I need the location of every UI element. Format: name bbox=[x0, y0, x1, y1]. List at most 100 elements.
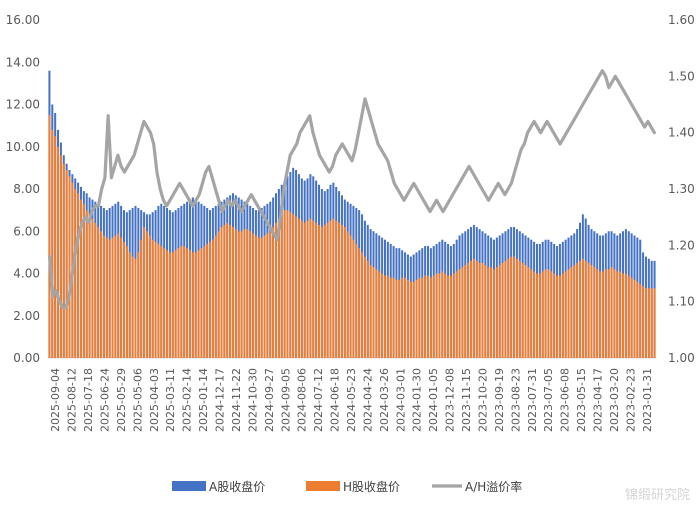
y-tick-label-right: 1.20 bbox=[668, 238, 695, 252]
bar-h bbox=[409, 281, 412, 358]
bar-h bbox=[535, 273, 538, 358]
bar-h bbox=[105, 237, 108, 358]
bar-h bbox=[429, 277, 432, 358]
bar-h bbox=[607, 269, 610, 358]
x-tick-label: 2023-02-23 bbox=[624, 368, 637, 432]
y-tick-label-right: 1.60 bbox=[668, 13, 695, 27]
series-h-bars bbox=[48, 115, 656, 358]
bar-h bbox=[134, 258, 137, 358]
bar-h bbox=[644, 288, 647, 358]
bar-h bbox=[140, 239, 143, 358]
bar-h bbox=[544, 269, 547, 358]
bar-h bbox=[194, 252, 197, 358]
watermark-text: 锦缎研究院 bbox=[624, 488, 690, 503]
bar-h bbox=[85, 210, 88, 358]
bar-h bbox=[277, 218, 280, 358]
y-tick-label-right: 1.30 bbox=[668, 182, 695, 196]
bar-h bbox=[231, 227, 234, 358]
bar-h bbox=[77, 193, 80, 358]
bar-h bbox=[211, 239, 214, 358]
bar-h bbox=[622, 273, 625, 358]
bar-h bbox=[283, 210, 286, 358]
bar-h bbox=[217, 231, 220, 358]
bar-h bbox=[547, 269, 550, 358]
bar-h bbox=[515, 258, 518, 358]
bar-h bbox=[168, 252, 171, 358]
bar-h bbox=[401, 277, 404, 358]
bar-h bbox=[243, 229, 246, 358]
bar-h bbox=[214, 235, 217, 358]
bar-h bbox=[361, 252, 364, 358]
bar-h bbox=[326, 222, 329, 358]
bar-h bbox=[624, 273, 627, 358]
bar-h bbox=[432, 275, 435, 358]
bar-h bbox=[478, 262, 481, 358]
x-tick-label: 2023-04-17 bbox=[591, 368, 604, 432]
bar-h bbox=[229, 224, 232, 358]
bar-h bbox=[363, 256, 366, 358]
bar-h bbox=[550, 271, 553, 358]
x-tick-label: 2023-05-15 bbox=[575, 368, 588, 432]
bar-h bbox=[504, 260, 507, 358]
bar-h bbox=[372, 267, 375, 358]
bar-h bbox=[303, 222, 306, 358]
legend-line-label: A/H溢价率 bbox=[465, 479, 522, 494]
bar-h bbox=[163, 248, 166, 358]
y-tick-label-right: 1.10 bbox=[668, 295, 695, 309]
bar-h bbox=[54, 136, 57, 358]
x-tick-label: 2023-06-08 bbox=[559, 368, 572, 432]
bar-h bbox=[252, 233, 255, 358]
x-tick-label: 2024-05-23 bbox=[345, 368, 358, 432]
x-tick-label: 2025-08-12 bbox=[66, 368, 79, 432]
bar-h bbox=[487, 267, 490, 358]
bar-h bbox=[561, 273, 564, 358]
bar-h bbox=[510, 256, 513, 358]
bar-h bbox=[452, 273, 455, 358]
bar-h bbox=[567, 269, 570, 358]
bar-h bbox=[438, 273, 441, 358]
bar-h bbox=[94, 222, 97, 358]
bar-h bbox=[154, 241, 157, 358]
y-tick-label-left: 14.00 bbox=[6, 55, 40, 69]
x-tick-label: 2023-03-20 bbox=[608, 368, 621, 432]
bar-h bbox=[246, 229, 249, 358]
bar-h bbox=[415, 279, 418, 358]
bar-h bbox=[501, 262, 504, 358]
x-tick-label: 2023-07-05 bbox=[542, 368, 555, 432]
bar-h bbox=[507, 258, 510, 358]
x-tick-label: 2025-03-11 bbox=[164, 368, 177, 432]
bar-h bbox=[647, 288, 650, 358]
bar-h bbox=[406, 279, 409, 358]
bar-h bbox=[495, 267, 498, 358]
y-tick-label-left: 0.00 bbox=[13, 351, 40, 365]
x-tick-label: 2024-07-12 bbox=[312, 368, 325, 432]
bar-h bbox=[332, 218, 335, 358]
bar-h bbox=[386, 275, 389, 358]
x-tick-label: 2024-12-17 bbox=[214, 368, 227, 432]
bar-h bbox=[111, 237, 114, 358]
x-tick-label: 2023-01-31 bbox=[641, 368, 654, 432]
x-tick-label: 2023-08-23 bbox=[509, 368, 522, 432]
y-tick-label-right: 1.00 bbox=[668, 351, 695, 365]
bar-h bbox=[421, 277, 424, 358]
x-tick-label: 2023-09-19 bbox=[493, 368, 506, 432]
x-tick-label: 2025-09-04 bbox=[49, 368, 62, 432]
bar-h bbox=[145, 231, 148, 358]
bar-h bbox=[254, 235, 257, 358]
bar-h bbox=[292, 214, 295, 358]
x-tick-label: 2025-02-14 bbox=[181, 368, 194, 432]
bar-h bbox=[521, 262, 524, 358]
bar-h bbox=[79, 199, 82, 358]
premium-line bbox=[48, 69, 656, 309]
bar-h bbox=[300, 220, 303, 358]
bar-h bbox=[398, 279, 401, 358]
x-tick-label: 2024-09-27 bbox=[263, 368, 276, 432]
bar-h bbox=[553, 273, 556, 358]
bar-h bbox=[340, 224, 343, 358]
bar-h bbox=[383, 275, 386, 358]
bar-h bbox=[610, 267, 613, 358]
bar-h bbox=[642, 286, 645, 358]
bar-h bbox=[653, 288, 656, 358]
